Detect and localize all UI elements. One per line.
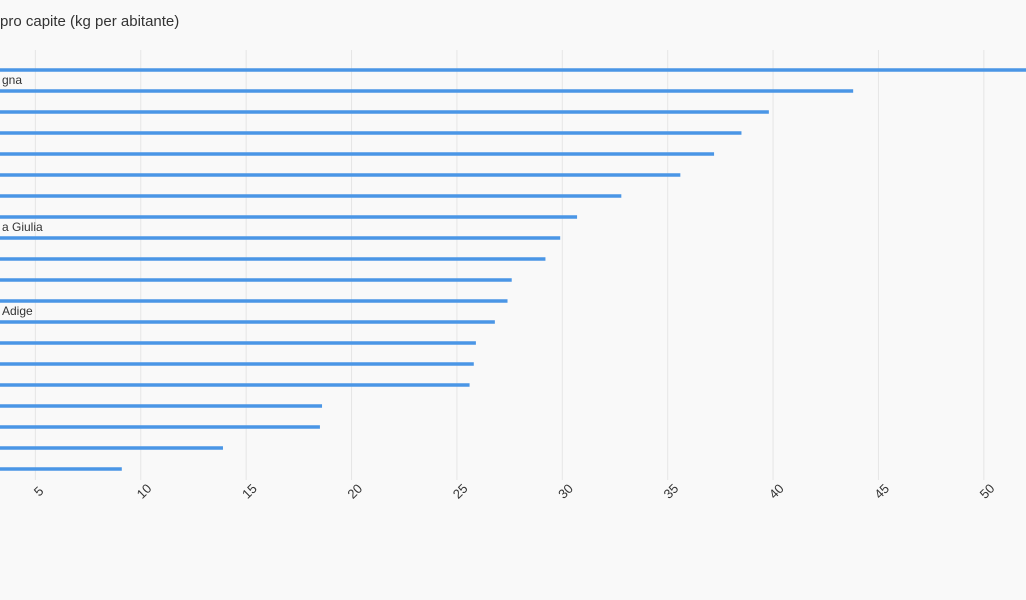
- bar: [0, 383, 470, 387]
- bar: [0, 173, 681, 177]
- x-tick-label: 40: [766, 481, 787, 502]
- bar: [0, 425, 320, 429]
- x-tick-label: 5: [31, 483, 47, 499]
- x-tick-label: 25: [450, 481, 471, 502]
- category-label: a Giulia: [2, 220, 43, 234]
- bar: [0, 257, 546, 261]
- bar: [0, 236, 561, 240]
- bar: [0, 68, 1026, 72]
- bar: [0, 404, 323, 408]
- category-label: gna: [2, 73, 22, 87]
- x-tick-label: 50: [977, 481, 998, 502]
- bar: [0, 320, 495, 324]
- bar: [0, 89, 854, 93]
- bar: [0, 446, 223, 450]
- x-tick-label: 35: [661, 481, 682, 502]
- chart-title: pro capite (kg per abitante): [0, 13, 179, 30]
- x-tick-label: 45: [871, 481, 892, 502]
- x-tick-label: 20: [344, 481, 365, 502]
- bar: [0, 278, 512, 282]
- x-tick-label: 10: [134, 481, 155, 502]
- category-label: Adige: [2, 304, 33, 318]
- x-tick-label: 15: [239, 481, 260, 502]
- bar: [0, 341, 476, 345]
- bar: [0, 467, 122, 471]
- bar: [0, 131, 742, 135]
- bar: [0, 194, 622, 198]
- bar: [0, 362, 474, 366]
- bar: [0, 152, 715, 156]
- bar: [0, 299, 508, 303]
- bar: [0, 110, 769, 114]
- bar: [0, 215, 578, 219]
- x-tick-label: 30: [555, 481, 576, 502]
